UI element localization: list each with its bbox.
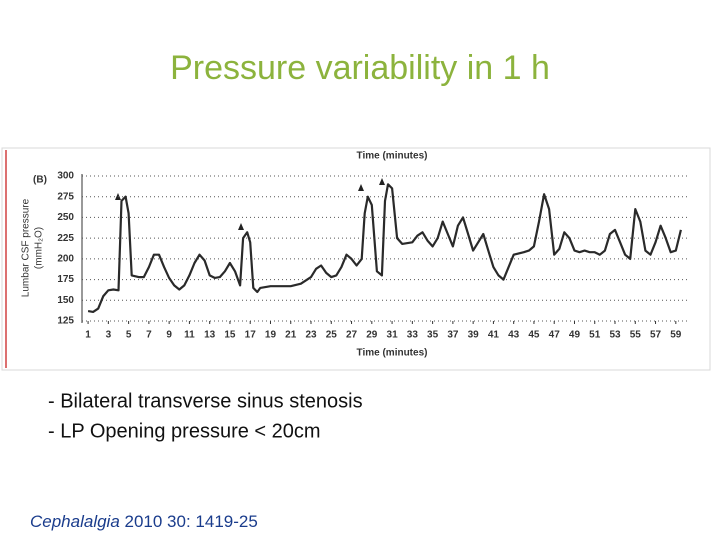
bullet: - LP Opening pressure < 20cm — [48, 420, 321, 442]
x-tick-label: 23 — [305, 330, 317, 341]
x-axis-label-top: Time (minutes) — [357, 151, 428, 162]
y-tick-label: 300 — [57, 171, 74, 182]
x-tick-label: 15 — [224, 330, 236, 341]
y-tick-label: 200 — [57, 253, 74, 264]
x-tick-label: 21 — [285, 330, 297, 341]
x-tick-label: 55 — [630, 330, 642, 341]
citation-journal: Cephalalgia — [30, 512, 120, 531]
x-tick-label: 45 — [528, 330, 540, 341]
y-tick-label: 225 — [57, 233, 74, 244]
pressure-line — [87, 183, 682, 313]
x-tick-label: 1 — [85, 330, 91, 341]
bullet: - Bilateral transverse sinus stenosis — [48, 390, 363, 412]
x-tick-label: 57 — [650, 330, 662, 341]
y-tick-label: 150 — [57, 295, 74, 306]
x-tick-label: 25 — [326, 330, 338, 341]
x-tick-label: 17 — [245, 330, 257, 341]
x-tick-label: 33 — [407, 330, 419, 341]
x-tick-label: 51 — [589, 330, 601, 341]
x-tick-label: 13 — [204, 330, 216, 341]
x-tick-label: 29 — [366, 330, 378, 341]
y-axis-label: (mmH₂O) — [34, 227, 45, 269]
x-tick-label: 9 — [166, 330, 172, 341]
x-tick-label: 5 — [126, 330, 132, 341]
x-tick-label: 43 — [508, 330, 520, 341]
x-tick-label: 53 — [609, 330, 621, 341]
x-tick-label: 19 — [265, 330, 277, 341]
x-tick-label: 11 — [184, 330, 195, 341]
x-tick-label: 47 — [549, 330, 561, 341]
arrow — [238, 223, 244, 230]
citation-details: 2010 30: 1419-25 — [120, 512, 258, 531]
y-tick-label: 250 — [57, 212, 74, 223]
x-tick-label: 27 — [346, 330, 358, 341]
x-tick-label: 3 — [106, 330, 112, 341]
x-tick-label: 41 — [488, 330, 500, 341]
slide-title: Pressure variability in 1 h — [170, 49, 550, 87]
y-axis-label: Lumbar CSF pressure — [21, 198, 32, 297]
x-axis-label: Time (minutes) — [357, 348, 428, 359]
x-tick-label: 59 — [670, 330, 682, 341]
x-tick-label: 49 — [569, 330, 581, 341]
x-tick-label: 7 — [146, 330, 152, 341]
arrow — [358, 184, 364, 191]
x-tick-label: 37 — [447, 330, 459, 341]
y-tick-label: 275 — [57, 191, 74, 202]
x-tick-label: 39 — [468, 330, 480, 341]
x-tick-label: 31 — [387, 330, 399, 341]
panel-label: (B) — [33, 175, 47, 186]
citation: Cephalalgia 2010 30: 1419-25 — [30, 512, 258, 531]
y-tick-label: 175 — [57, 274, 74, 285]
x-tick-label: 35 — [427, 330, 439, 341]
arrow — [379, 178, 385, 185]
y-tick-label: 125 — [57, 316, 74, 327]
